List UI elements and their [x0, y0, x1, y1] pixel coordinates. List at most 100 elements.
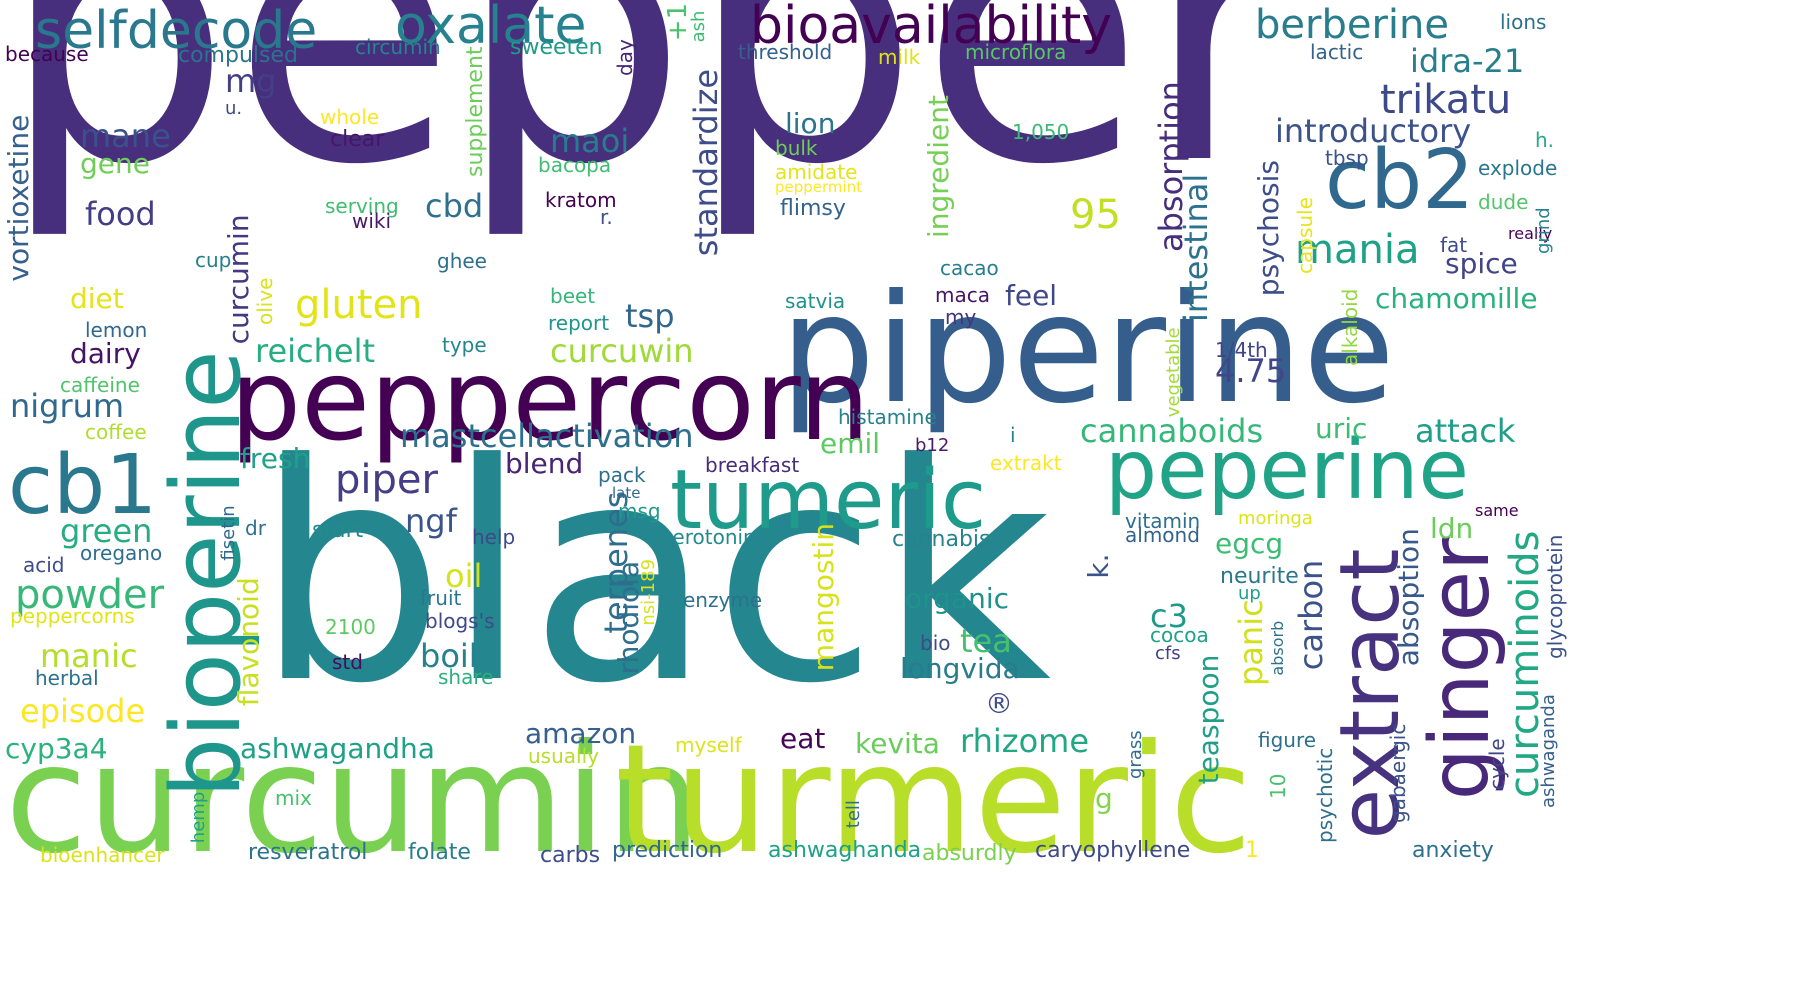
- word: sweeten: [510, 35, 603, 60]
- word: beet: [550, 284, 596, 308]
- word: powder: [15, 572, 165, 618]
- word: prediction: [612, 838, 723, 863]
- word: cycle: [1485, 738, 1509, 790]
- word: same: [1475, 501, 1519, 520]
- word: bio: [920, 631, 951, 655]
- word: k.: [1082, 553, 1115, 579]
- word: bioperine: [152, 350, 262, 798]
- word: peppermint: [775, 178, 863, 196]
- word: h.: [1535, 128, 1555, 152]
- word: carbs: [540, 843, 601, 868]
- word: ashwaghanda: [768, 838, 922, 863]
- word: mastcellactivation: [400, 417, 694, 455]
- word: absurdly: [922, 841, 1017, 866]
- word: piperine: [780, 263, 1396, 437]
- word: ghee: [437, 249, 487, 273]
- word: vegetable: [1163, 327, 1184, 418]
- word: feel: [1005, 279, 1058, 312]
- word: r.: [600, 205, 613, 229]
- word: maca: [935, 283, 990, 307]
- word: amidate: [775, 160, 858, 184]
- word: kevita: [855, 727, 940, 760]
- word: 1/4th: [1215, 338, 1268, 362]
- word: ldn: [1430, 512, 1474, 545]
- word: emil: [820, 427, 881, 460]
- word: nigrum: [10, 387, 125, 425]
- word: tell: [843, 800, 864, 829]
- word: longvida: [900, 652, 1020, 685]
- word: std: [332, 650, 363, 674]
- word: gabaergic: [1386, 723, 1410, 823]
- word: u.: [225, 98, 243, 119]
- word: oregano: [80, 541, 163, 565]
- word: fruit: [420, 586, 462, 610]
- word: maoi: [550, 122, 630, 160]
- word: dairy: [70, 337, 141, 370]
- word: green: [60, 512, 153, 550]
- word: help: [472, 525, 516, 549]
- word: 1,050: [1012, 120, 1070, 144]
- word: oil: [445, 557, 483, 595]
- word: extrakt: [990, 451, 1062, 475]
- word: psychosis: [1252, 160, 1285, 297]
- word: compulsed: [178, 43, 298, 68]
- word: kratom: [545, 188, 617, 212]
- word: blend: [505, 447, 584, 480]
- word: figure: [1258, 728, 1317, 752]
- word: bioavailability: [750, 0, 1113, 56]
- word: ®: [985, 687, 1013, 720]
- word: carbon: [1292, 559, 1330, 671]
- word: psychotic: [1313, 747, 1337, 843]
- word: cacao: [940, 256, 999, 280]
- word: 1: [1245, 838, 1259, 863]
- word: explode: [1478, 156, 1558, 180]
- word: peppercorns: [10, 604, 135, 628]
- word: 4.75: [1215, 352, 1287, 390]
- word: bulk: [775, 136, 818, 160]
- word: day: [613, 39, 637, 76]
- word: alkaloid: [1338, 288, 1362, 366]
- word: really: [1508, 224, 1553, 243]
- word: myself: [675, 733, 742, 757]
- word: amazon: [525, 717, 637, 750]
- word: whole: [320, 105, 380, 129]
- word: clear: [330, 127, 385, 152]
- word: manic: [40, 637, 138, 675]
- word: reichelt: [255, 332, 376, 370]
- word: black: [255, 400, 1052, 749]
- word: curcumin: [222, 214, 255, 345]
- word: i: [1010, 423, 1016, 447]
- word: trikatu: [1380, 77, 1512, 123]
- word: lion: [785, 107, 836, 140]
- word: usually: [528, 744, 599, 768]
- word: wiki: [352, 209, 392, 233]
- word: absorb: [1268, 620, 1287, 676]
- word: peppercorn: [230, 336, 870, 466]
- word: grind: [1533, 207, 1554, 254]
- word: tumeric: [670, 453, 987, 548]
- word: 2100: [325, 615, 376, 639]
- word: flavonoid: [232, 577, 265, 707]
- word: enzyme: [683, 588, 763, 612]
- word: 10: [1266, 773, 1290, 799]
- word: flimsy: [780, 196, 846, 221]
- word: almond: [1125, 523, 1200, 547]
- word: olive: [253, 277, 277, 326]
- word: piper: [335, 457, 438, 503]
- word: b12: [915, 435, 950, 456]
- word: dr: [245, 516, 266, 540]
- word: episode: [20, 692, 146, 730]
- word: cbd: [425, 187, 484, 225]
- word: intestinal: [1177, 173, 1215, 322]
- word: curcumin: [5, 713, 702, 887]
- word: rhizome: [960, 722, 1089, 760]
- word: because: [5, 42, 89, 66]
- word: lions: [1500, 10, 1547, 34]
- word: milk: [878, 45, 921, 69]
- word: circumin: [355, 35, 441, 59]
- word: hemp: [188, 791, 209, 844]
- word: 95: [1070, 192, 1121, 238]
- word: nsi-189: [638, 558, 659, 626]
- word: share: [438, 665, 494, 689]
